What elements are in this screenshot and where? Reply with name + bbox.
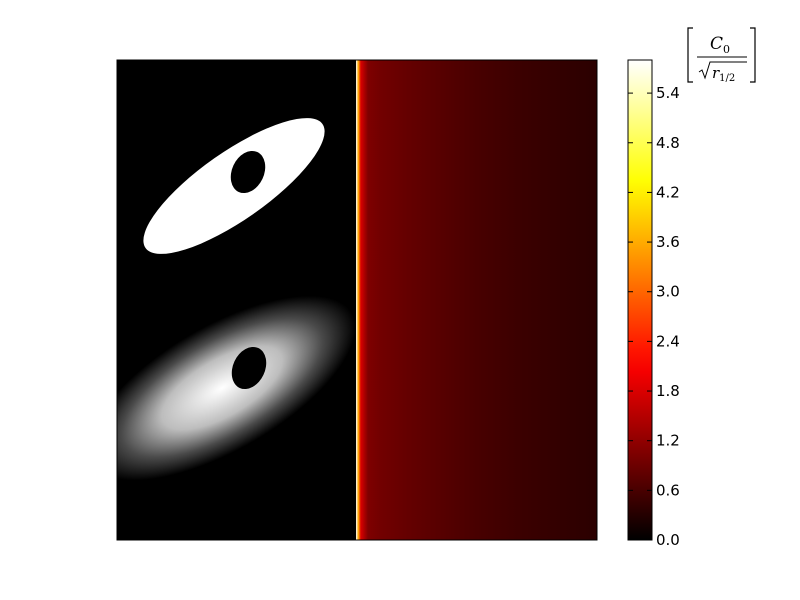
right-bracket: [750, 27, 756, 83]
colorbar-tick-label: 1.8: [656, 382, 680, 400]
left-bracket: [687, 27, 693, 83]
colorbar-tick-label: 3.6: [656, 233, 680, 251]
image-panels: [117, 60, 356, 540]
mask-hole: [230, 150, 266, 194]
colorbar-units: C0 r1/2: [687, 27, 756, 84]
units-numerator: C: [710, 34, 723, 54]
colorbar-tick-label: 2.4: [656, 332, 680, 350]
units-denominator: r: [712, 64, 720, 82]
smoothed-hole: [231, 346, 267, 390]
colorbar-tick-label: 1.2: [656, 432, 680, 450]
units-numerator-sub: 0: [723, 43, 730, 56]
colorbar: 0.0 0.6 1.2 1.8 2.4 3.0 3.6 4.2 4.8 5.4: [627, 59, 680, 549]
svg-text:r1/2: r1/2: [712, 64, 735, 84]
colorbar-tick-label: 4.8: [656, 134, 680, 152]
colorbar-tick-label: 4.2: [656, 183, 680, 201]
colorbar-gradient: [627, 59, 653, 541]
units-sqrt-sign: [698, 61, 747, 80]
field-panel: [356, 60, 597, 540]
colorbar-tick-label: 0.6: [656, 481, 680, 499]
svg-text:C0: C0: [710, 34, 730, 56]
colorbar-tick-label: 0.0: [656, 531, 680, 549]
smoothed-ellipse: [117, 295, 356, 481]
colorbar-tick-label: 5.4: [656, 84, 680, 102]
axes-frame: [116, 59, 598, 541]
colorbar-tick-label: 3.0: [656, 283, 680, 301]
units-denominator-sub: 1/2: [719, 73, 735, 84]
colorbar-ticks: 0.0 0.6 1.2 1.8 2.4 3.0 3.6 4.2 4.8 5.4: [628, 84, 680, 549]
